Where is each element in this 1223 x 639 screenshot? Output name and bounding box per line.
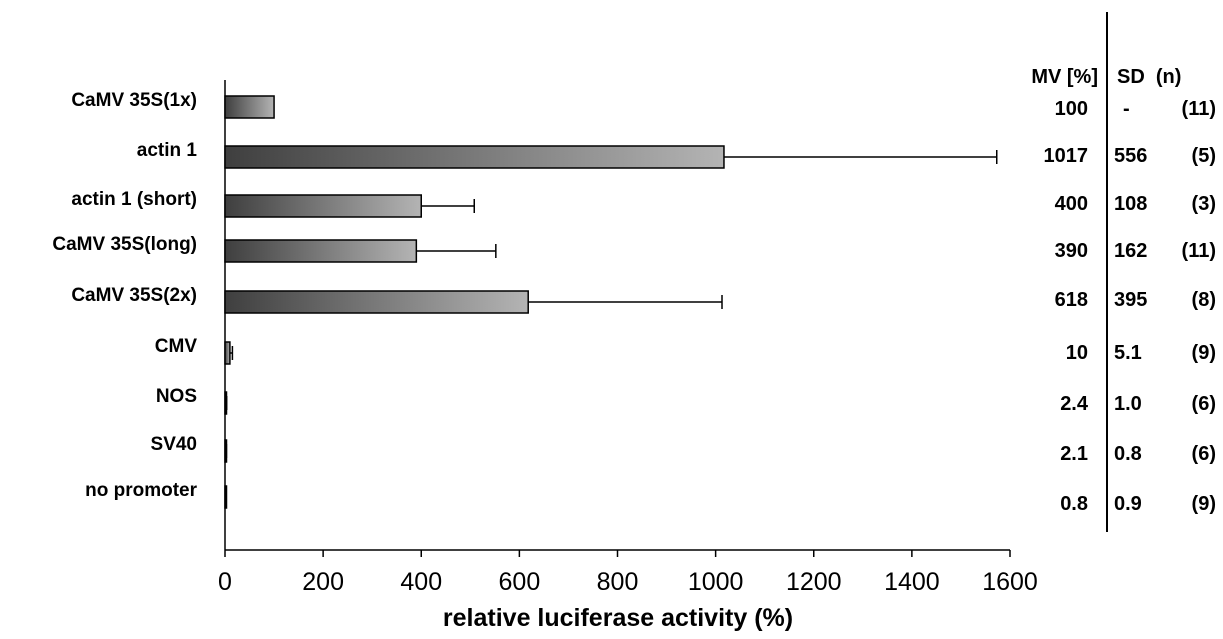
table-sd-value: 5.1 [1114,342,1142,364]
table-sd-value: 556 [1114,145,1147,167]
category-label: NOS [156,386,197,407]
category-label: CaMV 35S(long) [52,234,197,255]
table-n-value: (6) [1192,443,1216,465]
table-n-value: (11) [1182,98,1216,120]
table-n-value: (6) [1192,393,1216,415]
table-mv-value: 618 [1055,289,1088,311]
category-labels: CaMV 35S(1x) actin 1 actin 1 (short) CaMV 3… [52,90,197,501]
bar [224,145,725,169]
x-tick-label: 1200 [786,568,842,596]
table-n-value: (9) [1192,493,1216,515]
table-mv-value: 2.1 [1060,443,1088,465]
bars-group [224,95,725,509]
x-tick-labels: 0 200 400 600 800 1000 1200 1400 1600 [218,568,1038,596]
bar [224,290,529,314]
table-header-sd-n: SD (n) [1117,66,1181,88]
error-bars-group [225,150,998,504]
x-tick-label: 400 [400,568,442,596]
x-tick-label: 1400 [884,568,940,596]
x-tick-label: 200 [302,568,344,596]
category-label: CaMV 35S(1x) [71,90,197,111]
table-mv-value: 400 [1055,193,1088,215]
table-sd-value: 0.9 [1114,493,1142,515]
x-tick-label: 600 [499,568,541,596]
table-sd-value: 395 [1114,289,1147,311]
table-n-value: (11) [1182,240,1216,262]
table-header-mv: MV [%] [1031,66,1098,88]
bar [224,194,422,218]
table-mv-value: 1017 [1044,145,1089,167]
category-label: CaMV 35S(2x) [71,285,197,306]
bar [224,341,231,365]
x-tick-label: 800 [597,568,639,596]
category-label: no promoter [85,480,197,501]
bar [224,95,275,119]
table-n-value: (9) [1192,342,1216,364]
table-sd-value: 1.0 [1114,393,1142,415]
table-n-value: (3) [1192,193,1216,215]
table-mv-value: 10 [1066,342,1088,364]
table-n-value: (5) [1192,145,1216,167]
table-sd-value: 162 [1114,240,1147,262]
x-tick-label: 1600 [982,568,1038,596]
x-tick-label: 1000 [688,568,744,596]
table-sd-value: 0.8 [1114,443,1142,465]
stats-table: MV [%] SD (n) 100 - (11) 1017 556 (5) 400 108 (3… [1031,12,1216,532]
table-mv-value: 390 [1055,240,1088,262]
table-n-value: (8) [1192,289,1216,311]
bar [224,239,418,263]
x-tick-label: 0 [218,568,232,596]
table-mv-value: 100 [1055,98,1088,120]
table-sd-value: 108 [1114,193,1147,215]
table-mv-value: 2.4 [1060,393,1089,415]
category-label: actin 1 [137,140,198,161]
category-label: SV40 [151,434,197,455]
x-axis-title: relative luciferase activity (%) [443,604,793,632]
table-sd-value: - [1123,98,1130,120]
table-mv-value: 0.8 [1060,493,1088,515]
category-label: CMV [155,336,198,357]
category-label: actin 1 (short) [71,189,197,210]
